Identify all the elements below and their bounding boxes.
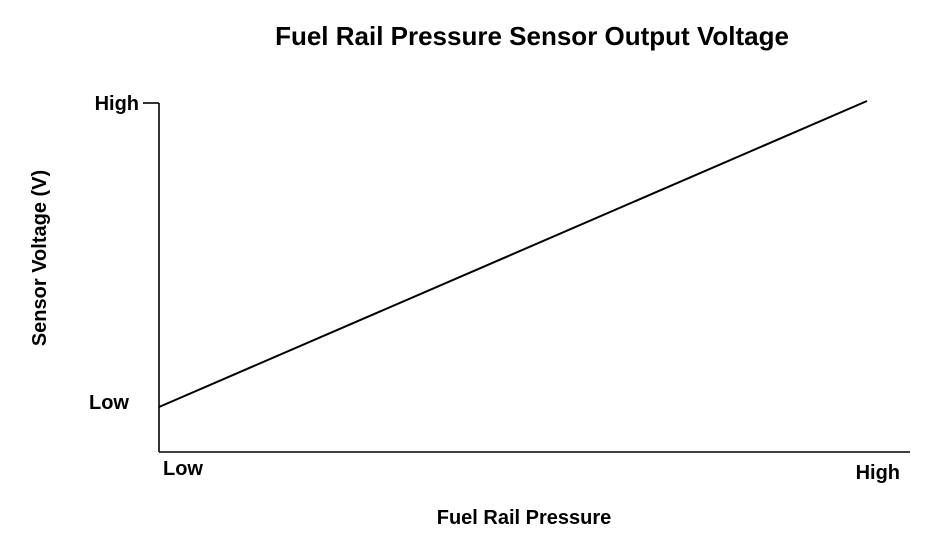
x-tick-label-low: Low <box>163 458 203 480</box>
series-line-1 <box>158 100 868 408</box>
plot-area <box>158 100 868 408</box>
x-axis-label: Fuel Rail Pressure <box>437 507 612 529</box>
x-tick-label-high: High <box>856 462 900 484</box>
y-axis-label: Sensor Voltage (V) <box>29 170 51 346</box>
chart-title: Fuel Rail Pressure Sensor Output Voltage <box>275 21 789 51</box>
y-tick-label-low: Low <box>89 392 129 414</box>
y-tick-label-high: High <box>95 93 139 115</box>
